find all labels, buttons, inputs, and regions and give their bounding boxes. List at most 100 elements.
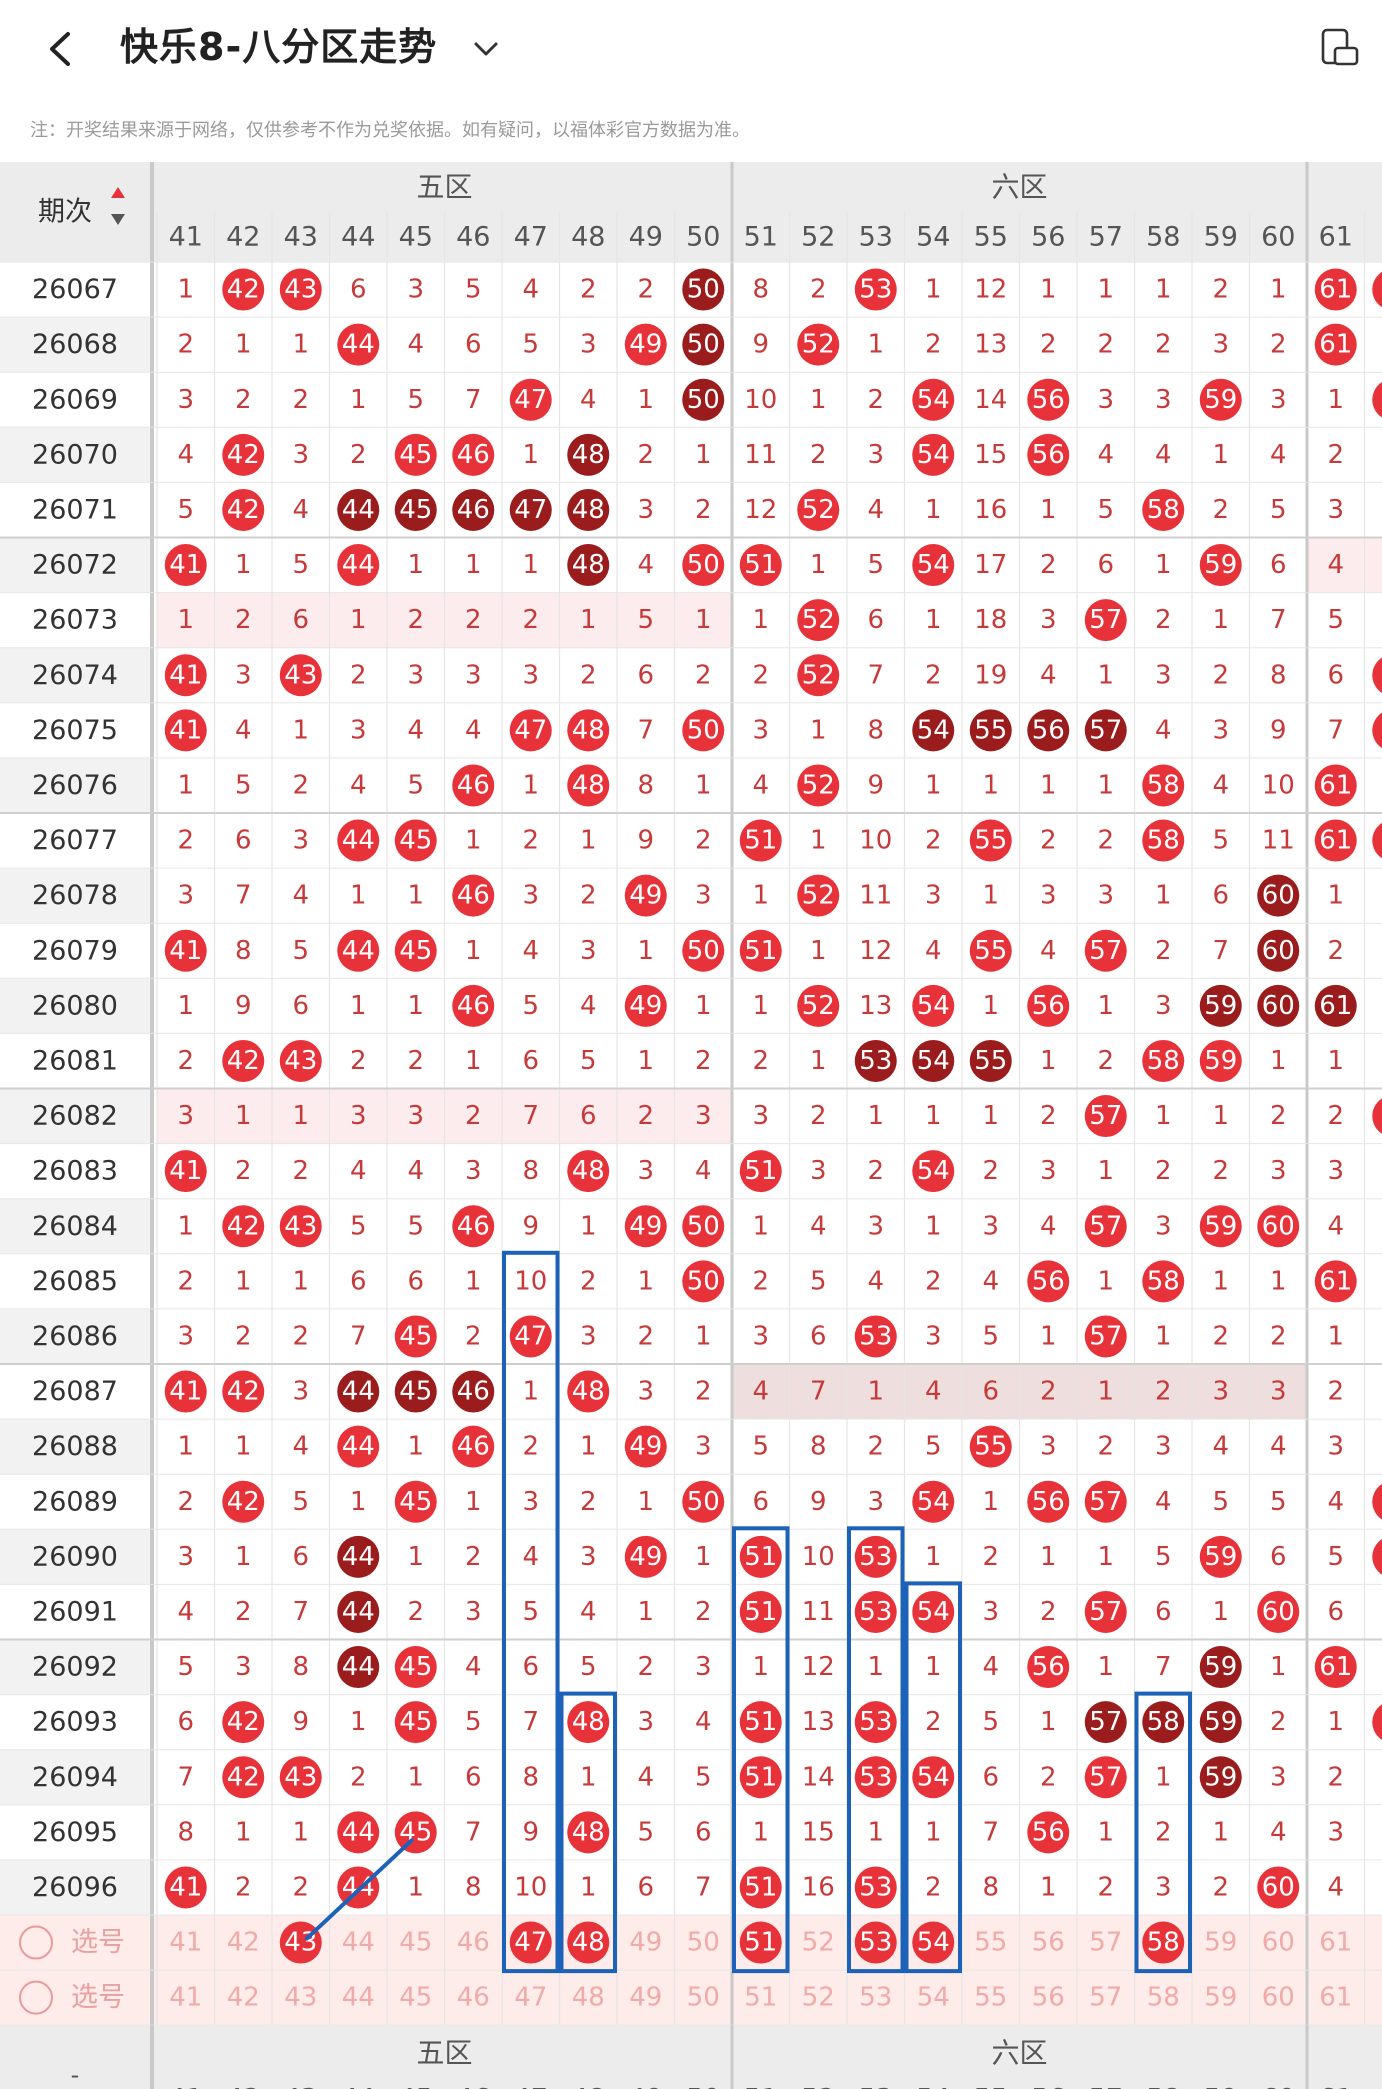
miss-count: 7 xyxy=(292,1597,309,1627)
miss-count: 5 xyxy=(522,991,539,1021)
miss-count: 5 xyxy=(1270,495,1287,525)
ball-number: 53 xyxy=(859,1762,892,1792)
miss-count: 7 xyxy=(695,1872,712,1902)
miss-count: 1 xyxy=(1270,1266,1287,1296)
annotation-box xyxy=(904,1581,962,1974)
miss-count: 5 xyxy=(637,1817,654,1847)
period-header-cell xyxy=(0,162,150,262)
ball-number: 47 xyxy=(514,1321,547,1351)
miss-count: 13 xyxy=(859,991,892,1021)
hit-ball xyxy=(337,819,380,862)
ball-number: 46 xyxy=(457,881,490,911)
ball-number: 57 xyxy=(1089,605,1122,635)
miss-count: 1 xyxy=(522,770,539,800)
period-cell-bg xyxy=(0,1198,150,1254)
hit-ball xyxy=(164,654,207,697)
miss-count: 12 xyxy=(802,1652,835,1682)
period-label: 26068 xyxy=(32,329,118,360)
hit-ball xyxy=(797,599,840,642)
miss-count: 4 xyxy=(1155,440,1172,470)
hit-ball xyxy=(854,1866,897,1909)
miss-count: 3 xyxy=(695,881,712,911)
miss-count: 51 xyxy=(744,1983,777,2013)
miss-count: 2 xyxy=(235,1156,252,1186)
miss-count: 3 xyxy=(292,440,309,470)
ball-number: 59 xyxy=(1204,1211,1237,1241)
hit-ball xyxy=(1314,764,1357,807)
miss-count: 3 xyxy=(1270,1377,1287,1407)
miss-count: 4 xyxy=(982,1266,999,1296)
ball-number: 56 xyxy=(1032,385,1065,415)
ball-number: 51 xyxy=(744,1928,777,1958)
miss-count: 2 xyxy=(580,660,597,690)
ball-number: 46 xyxy=(457,770,490,800)
miss-count: 3 xyxy=(235,660,252,690)
ball-number: 44 xyxy=(342,550,375,580)
sort-up-icon[interactable] xyxy=(111,187,125,198)
hit-ball xyxy=(222,1756,265,1799)
ball-number: 54 xyxy=(917,1762,950,1792)
column-header: 41 xyxy=(169,222,203,253)
select-label[interactable]: 选号 xyxy=(71,1982,125,2013)
zone-label: 六区 xyxy=(991,171,1047,204)
sort-down-icon[interactable] xyxy=(111,214,125,225)
ball-number: 51 xyxy=(744,1762,777,1792)
miss-count: 6 xyxy=(407,1266,424,1296)
miss-count: 1 xyxy=(1097,1652,1114,1682)
hit-ball xyxy=(969,819,1012,862)
miss-count: 1 xyxy=(637,1046,654,1076)
hit-ball xyxy=(279,1205,322,1248)
miss-count: 55 xyxy=(974,1928,1007,1958)
chevron-down-icon[interactable] xyxy=(472,24,500,90)
hit-ball xyxy=(854,1921,897,1964)
ball-number: 49 xyxy=(629,1211,662,1241)
select-radio[interactable] xyxy=(19,1980,53,2015)
footer-zone-label: 六区 xyxy=(991,2037,1047,2070)
ball-number: 54 xyxy=(917,440,950,470)
repeat-ball xyxy=(969,709,1012,752)
miss-count: 1 xyxy=(1155,1321,1172,1351)
select-radio[interactable] xyxy=(19,1925,53,1960)
column-header: 51 xyxy=(744,222,778,253)
miss-count: 14 xyxy=(802,1762,835,1792)
ball-number: 53 xyxy=(859,1046,892,1076)
ball-number: 50 xyxy=(687,330,720,360)
miss-count: 2 xyxy=(522,826,539,856)
period-label: 26088 xyxy=(32,1431,118,1462)
miss-count: 1 xyxy=(637,1266,654,1296)
miss-count: 16 xyxy=(802,1872,835,1902)
ball-number: 59 xyxy=(1204,1762,1237,1792)
back-chevron-left-icon[interactable] xyxy=(42,24,82,74)
miss-count: 3 xyxy=(580,330,597,360)
miss-count: 1 xyxy=(1155,1101,1172,1131)
miss-count: 4 xyxy=(407,330,424,360)
repeat-ball xyxy=(1027,709,1070,752)
miss-count: 1 xyxy=(177,770,194,800)
miss-count: 2 xyxy=(637,1101,654,1131)
ball-number: 56 xyxy=(1032,1817,1065,1847)
page-title[interactable]: 快乐8-八分区走势 xyxy=(120,25,438,69)
hit-ball xyxy=(567,1150,610,1193)
miss-count: 6 xyxy=(752,1487,769,1517)
miss-count: 5 xyxy=(407,1211,424,1241)
miss-count: 13 xyxy=(802,1707,835,1737)
miss-count: 14 xyxy=(974,385,1007,415)
miss-count: 4 xyxy=(407,1156,424,1186)
select-label[interactable]: 选号 xyxy=(71,1927,125,1958)
miss-count: 7 xyxy=(1155,1652,1172,1682)
miss-count: 4 xyxy=(177,440,194,470)
miss-count: 7 xyxy=(810,1377,827,1407)
hit-ball xyxy=(1027,1646,1070,1689)
ball-number: 52 xyxy=(802,881,835,911)
miss-count: 1 xyxy=(1097,275,1114,305)
period-label: 26089 xyxy=(32,1486,118,1517)
miss-count: 2 xyxy=(1040,1597,1057,1627)
screen-rotate-icon[interactable] xyxy=(1320,28,1359,66)
miss-count: 15 xyxy=(974,440,1007,470)
period-header[interactable]: 期次 xyxy=(38,197,92,228)
period-cell-bg xyxy=(0,978,150,1034)
miss-count: 2 xyxy=(810,275,827,305)
miss-count: 1 xyxy=(177,605,194,635)
hit-ball xyxy=(624,1535,667,1578)
ball-number: 55 xyxy=(974,715,1007,745)
